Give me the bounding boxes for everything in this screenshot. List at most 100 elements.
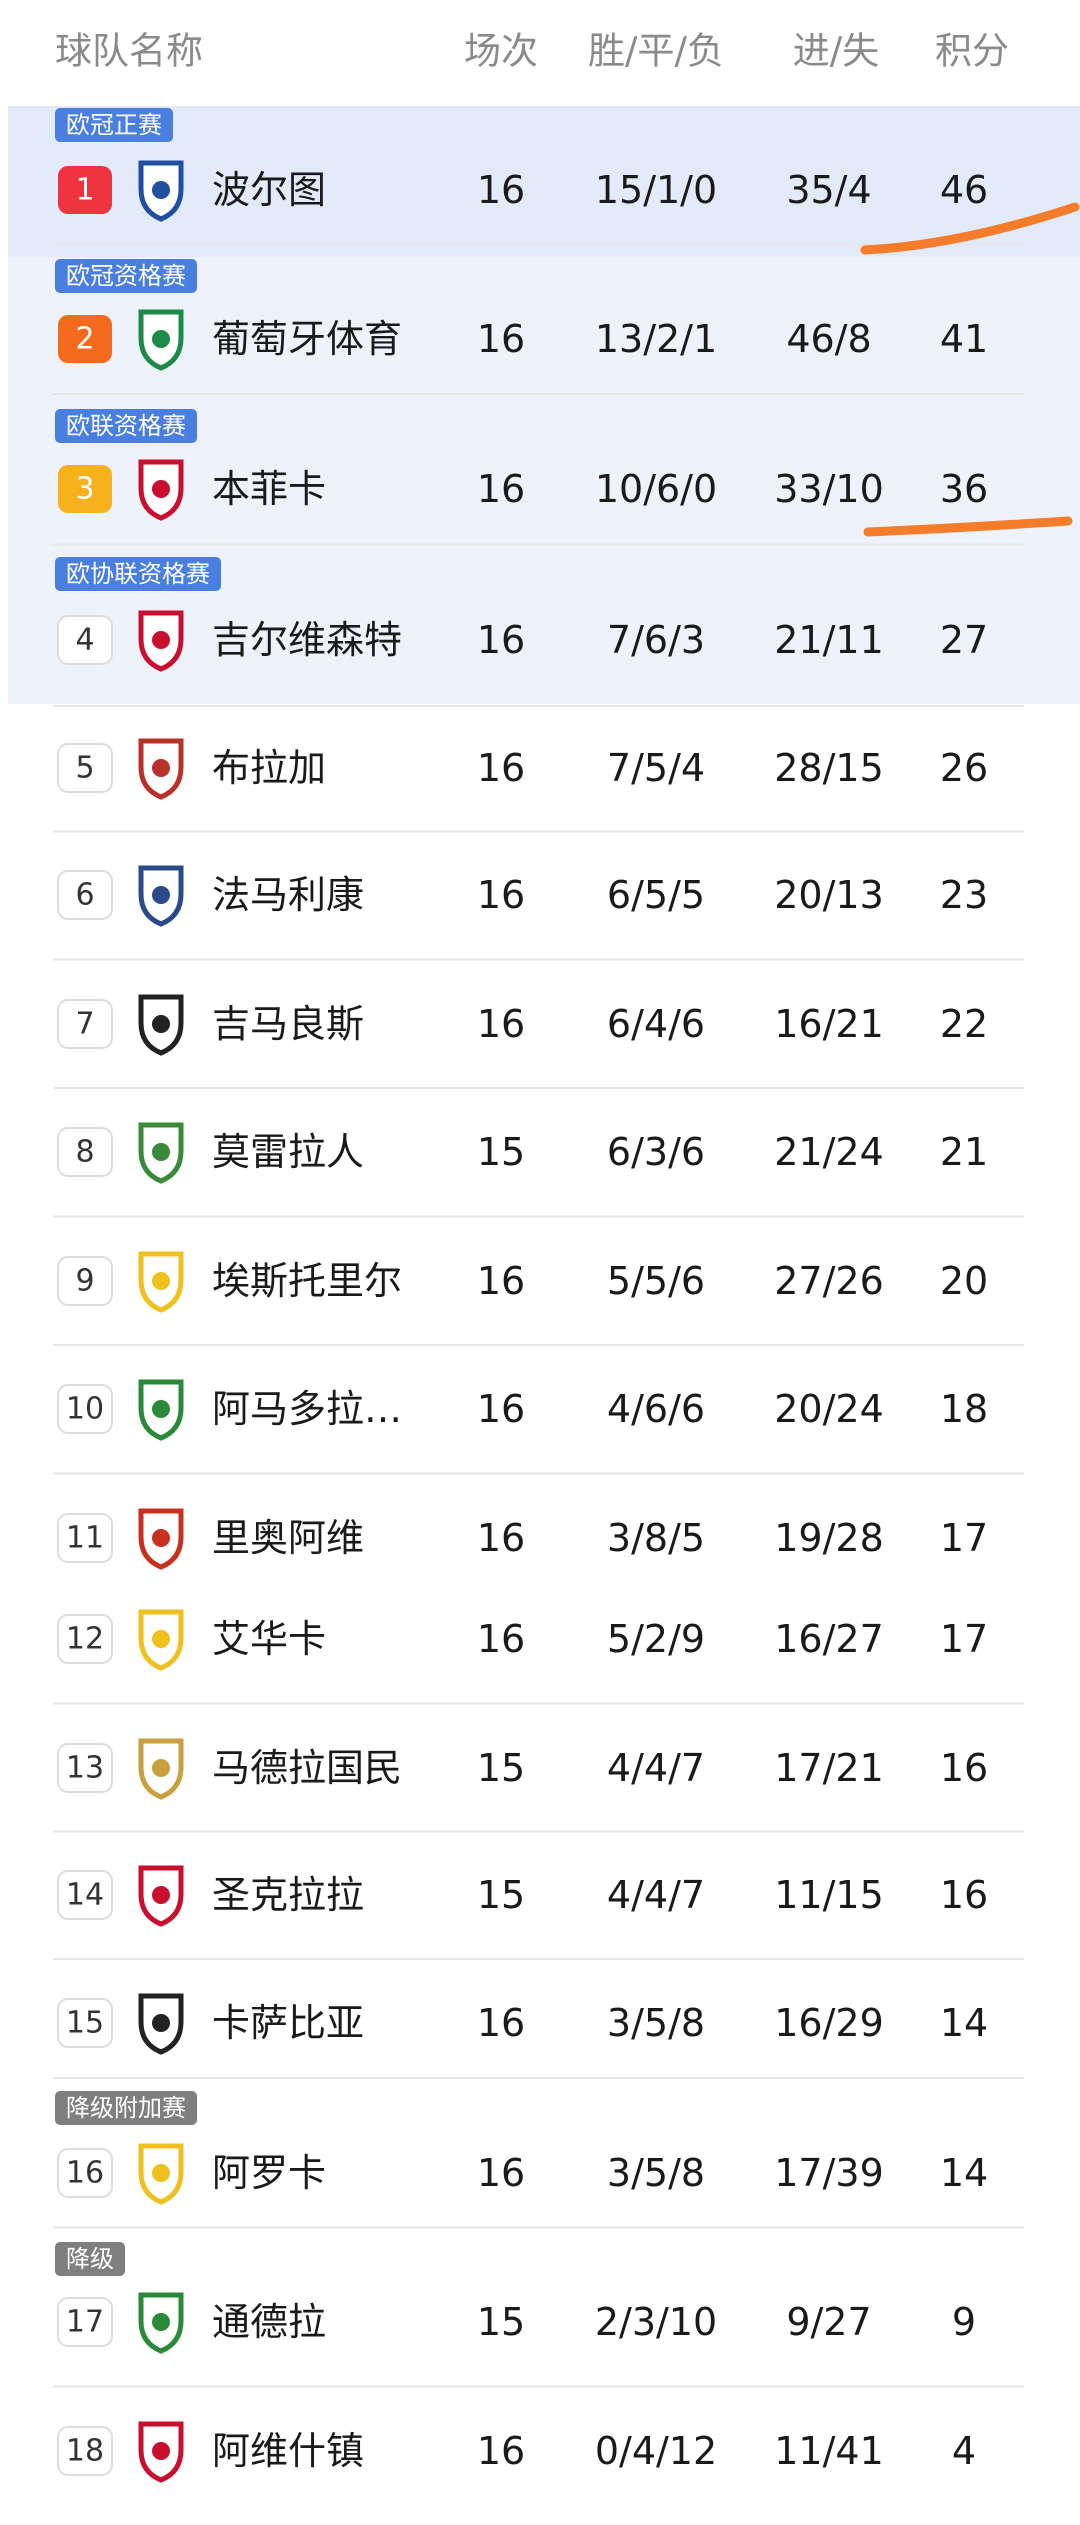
played: 16 bbox=[477, 1516, 525, 1560]
points: 9 bbox=[952, 2300, 976, 2344]
team-name: 艾华卡 bbox=[212, 1617, 326, 1661]
wdl: 3/5/8 bbox=[607, 2151, 705, 2195]
goals: 20/13 bbox=[774, 873, 884, 917]
goals: 35/4 bbox=[786, 168, 871, 212]
points: 36 bbox=[940, 467, 988, 511]
played: 15 bbox=[477, 1746, 525, 1790]
team-name: 吉尔维森特 bbox=[212, 618, 402, 662]
goals: 27/26 bbox=[774, 1259, 884, 1303]
leader-row-bg bbox=[8, 106, 1080, 257]
wdl: 5/5/6 bbox=[607, 1259, 705, 1303]
zone-label: 降级附加赛 bbox=[66, 2094, 186, 2122]
wdl: 4/4/7 bbox=[607, 1873, 705, 1917]
rank-badge bbox=[57, 1256, 113, 1306]
rank: 16 bbox=[66, 2156, 104, 2191]
team-name: 阿罗卡 bbox=[212, 2151, 326, 2195]
goals: 33/10 bbox=[774, 467, 884, 511]
rank: 12 bbox=[66, 1622, 104, 1657]
team-logo-dot bbox=[152, 2014, 170, 2032]
hand-underline bbox=[863, 516, 1073, 537]
rank: 2 bbox=[75, 322, 94, 357]
wdl: 0/4/12 bbox=[595, 2429, 717, 2473]
rank-badge bbox=[57, 1614, 113, 1664]
team-name: 本菲卡 bbox=[212, 467, 326, 511]
header-played: 场次 bbox=[464, 30, 538, 73]
goals: 17/39 bbox=[774, 2151, 884, 2195]
goals: 21/24 bbox=[774, 1130, 884, 1174]
points: 18 bbox=[940, 1387, 988, 1431]
rank: 3 bbox=[75, 472, 94, 507]
wdl: 6/3/6 bbox=[607, 1130, 705, 1174]
header-points: 积分 bbox=[935, 30, 1009, 73]
zone-tag bbox=[55, 108, 173, 142]
zone-label: 欧冠资格赛 bbox=[66, 262, 186, 290]
rank: 18 bbox=[66, 2434, 104, 2469]
played: 16 bbox=[477, 2001, 525, 2045]
team-logo-dot bbox=[152, 631, 170, 649]
rank: 6 bbox=[75, 878, 94, 913]
points: 22 bbox=[940, 1002, 988, 1046]
team-logo-dot bbox=[152, 886, 170, 904]
rank-badge bbox=[57, 1127, 113, 1177]
played: 15 bbox=[477, 2300, 525, 2344]
rank: 11 bbox=[66, 1521, 104, 1556]
rank-badge bbox=[57, 615, 113, 665]
team-name: 卡萨比亚 bbox=[212, 2001, 364, 2045]
goals: 9/27 bbox=[786, 2300, 871, 2344]
zone-label: 欧联资格赛 bbox=[66, 412, 186, 440]
played: 15 bbox=[477, 1873, 525, 1917]
played: 16 bbox=[477, 1259, 525, 1303]
rank-badge bbox=[57, 743, 113, 793]
played: 16 bbox=[477, 317, 525, 361]
wdl: 3/5/8 bbox=[607, 2001, 705, 2045]
rank-badge bbox=[57, 1870, 113, 1920]
team-logo-dot bbox=[152, 2442, 170, 2460]
team-logo-dot bbox=[152, 1759, 170, 1777]
rank: 7 bbox=[75, 1007, 94, 1042]
wdl: 3/8/5 bbox=[607, 1516, 705, 1560]
played: 16 bbox=[477, 168, 525, 212]
goals: 21/11 bbox=[774, 618, 884, 662]
header-team: 球队名称 bbox=[55, 30, 203, 73]
played: 16 bbox=[477, 873, 525, 917]
zone-label: 降级 bbox=[66, 2245, 114, 2273]
team-name: 马德拉国民 bbox=[212, 1746, 402, 1790]
team-name: 法马利康 bbox=[212, 873, 364, 917]
points: 20 bbox=[940, 1259, 988, 1303]
wdl: 7/6/3 bbox=[607, 618, 705, 662]
played: 16 bbox=[477, 1617, 525, 1661]
points: 27 bbox=[940, 618, 988, 662]
rank: 14 bbox=[66, 1878, 104, 1913]
wdl: 2/3/10 bbox=[595, 2300, 717, 2344]
zone-tag bbox=[55, 259, 197, 293]
wdl: 6/5/5 bbox=[607, 873, 705, 917]
rank-badge bbox=[57, 2148, 113, 2198]
team-name: 吉马良斯 bbox=[212, 1002, 364, 1046]
rank: 10 bbox=[66, 1392, 104, 1427]
team-logo-dot bbox=[152, 181, 170, 199]
team-logo-dot bbox=[152, 1529, 170, 1547]
team-logo-dot bbox=[152, 1400, 170, 1418]
team-logo-dot bbox=[152, 1143, 170, 1161]
team-name: 圣克拉拉 bbox=[212, 1873, 364, 1917]
wdl: 4/4/7 bbox=[607, 1746, 705, 1790]
team-name: 波尔图 bbox=[212, 168, 326, 212]
rank: 15 bbox=[66, 2006, 104, 2041]
played: 16 bbox=[477, 618, 525, 662]
goals: 46/8 bbox=[786, 317, 871, 361]
rank-badge bbox=[57, 1998, 113, 2048]
wdl: 10/6/0 bbox=[595, 467, 717, 511]
wdl: 15/1/0 bbox=[595, 168, 717, 212]
team-logo-dot bbox=[152, 759, 170, 777]
played: 16 bbox=[477, 467, 525, 511]
team-name: 通德拉 bbox=[212, 2300, 326, 2344]
team-logo-dot bbox=[152, 1272, 170, 1290]
goals: 16/27 bbox=[774, 1617, 884, 1661]
team-name: 里奥阿维 bbox=[212, 1516, 364, 1560]
points: 14 bbox=[940, 2151, 988, 2195]
rank: 17 bbox=[66, 2305, 104, 2340]
wdl: 13/2/1 bbox=[595, 317, 717, 361]
points: 16 bbox=[940, 1746, 988, 1790]
goals: 20/24 bbox=[774, 1387, 884, 1431]
